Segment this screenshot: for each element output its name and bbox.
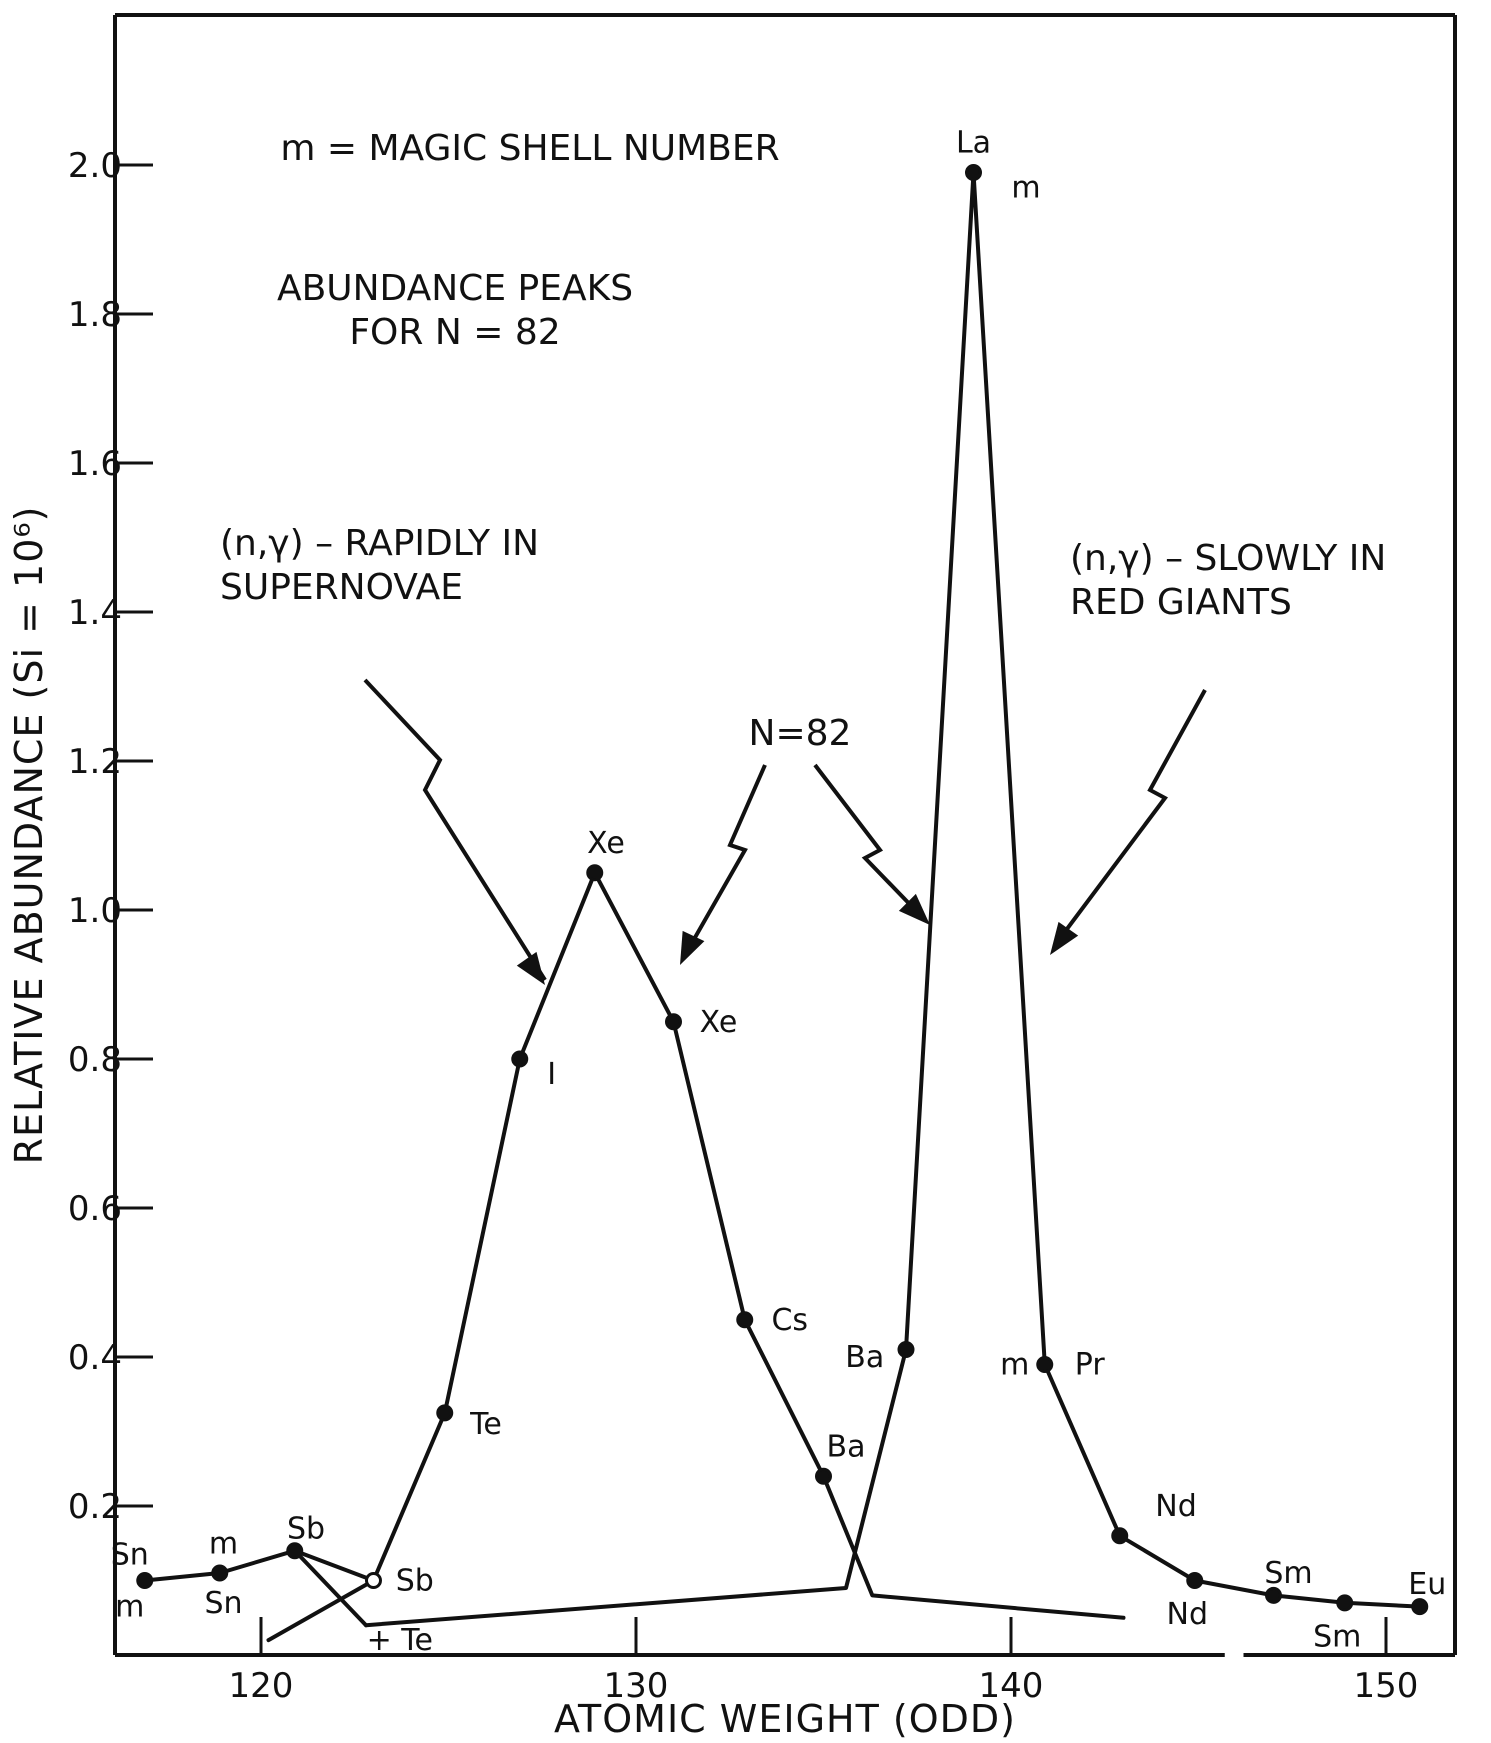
annotation-arrow-1 <box>363 678 547 982</box>
y-tick-label: 0.2 <box>68 1487 122 1527</box>
x-axis-title: ATOMIC WEIGHT (ODD) <box>554 1697 1016 1741</box>
point-label: Sb <box>396 1564 434 1599</box>
annotation-text: ABUNDANCE PEAKS <box>277 268 633 309</box>
series-line-4 <box>364 170 1422 1628</box>
data-point <box>897 1341 915 1359</box>
point-label: Sn <box>204 1586 242 1621</box>
y-axis-title: RELATIVE ABUNDANCE (Si = 10⁶) <box>7 506 51 1165</box>
annotation-arrowhead <box>516 951 545 985</box>
data-point <box>365 1572 382 1589</box>
point-label: + Te <box>367 1623 433 1658</box>
point-label: Eu <box>1408 1567 1446 1602</box>
data-point <box>1186 1572 1204 1589</box>
point-label: Sm <box>1264 1556 1312 1591</box>
y-tick-label: 1.0 <box>68 891 122 931</box>
data-series <box>136 163 1429 1643</box>
series-line-1 <box>142 870 1126 1620</box>
data-point <box>436 1404 454 1422</box>
data-point <box>1411 1598 1429 1616</box>
series-line-2 <box>266 1578 376 1643</box>
point-label: Sb <box>287 1511 325 1546</box>
x-tick-label: 140 <box>979 1666 1044 1706</box>
data-point <box>286 1542 304 1560</box>
annotation-arrowhead <box>1050 921 1079 955</box>
y-tick-label: 1.4 <box>68 593 122 633</box>
point-label: La <box>956 126 991 161</box>
annotation-arrowhead <box>680 930 705 965</box>
annotation-arrowhead <box>898 893 930 925</box>
y-tick-label: 1.2 <box>68 742 122 782</box>
point-label: Xe <box>587 826 625 861</box>
plot-frame <box>113 13 1457 1657</box>
y-tick-label: 0.4 <box>68 1338 122 1378</box>
data-point <box>736 1311 754 1329</box>
y-tick-label: 0.8 <box>68 1040 122 1080</box>
point-label: I <box>547 1057 556 1092</box>
point-label: Ba <box>845 1340 884 1375</box>
x-tick-label: 130 <box>604 1666 669 1706</box>
x-tick-label: 120 <box>229 1666 294 1706</box>
point-label: m <box>1011 170 1040 205</box>
x-tick-label: 150 <box>1354 1666 1419 1706</box>
annotation-text: RED GIANTS <box>1070 582 1292 623</box>
data-point <box>965 163 982 181</box>
y-tick-label: 0.6 <box>68 1189 122 1229</box>
annotation-text: (n,γ) – RAPIDLY IN <box>220 523 539 564</box>
data-point <box>136 1572 154 1589</box>
data-point <box>815 1467 832 1485</box>
point-label: Nd <box>1155 1489 1196 1524</box>
axes: 0.2 0.4 0.6 0.8 1.0 1.2 1.4 1.6 1.8 2.0 120 130 140 1… <box>7 146 1418 1741</box>
data-point <box>1265 1586 1282 1604</box>
point-label: Nd <box>1167 1597 1208 1632</box>
data-point <box>1336 1594 1354 1612</box>
point-label: m <box>1000 1347 1029 1382</box>
y-tick-label: 2.0 <box>68 146 122 186</box>
annotation-text: SUPERNOVAE <box>220 567 463 608</box>
annotation-text: FOR N = 82 <box>349 312 560 353</box>
annotation-arrows <box>363 678 1207 985</box>
point-label: m <box>115 1590 144 1625</box>
annotation-text: m = MAGIC SHELL NUMBER <box>280 128 779 169</box>
series-line-3 <box>292 1548 368 1628</box>
annotation-text: (n,γ) – SLOWLY IN <box>1070 538 1386 579</box>
data-point <box>665 1013 682 1031</box>
annotation-arrow-4 <box>1053 689 1207 947</box>
point-label: Sm <box>1313 1619 1361 1654</box>
data-point <box>586 864 604 882</box>
data-point <box>1111 1527 1129 1545</box>
point-label: Xe <box>700 1005 738 1040</box>
point-label: Sn <box>111 1537 149 1572</box>
point-label: m <box>209 1526 238 1561</box>
annotation-text: N=82 <box>749 713 852 754</box>
y-tick-label: 1.8 <box>68 295 122 335</box>
point-label: Pr <box>1075 1347 1106 1382</box>
data-point <box>1036 1355 1054 1373</box>
y-tick-label: 1.6 <box>68 444 122 484</box>
point-label: Te <box>469 1407 502 1442</box>
annotations: m = MAGIC SHELL NUMBER ABUNDANCE PEAKSFOR… <box>220 128 1386 754</box>
data-point <box>511 1050 529 1068</box>
annotation-arrow-3 <box>813 763 927 922</box>
annotation-arrow-2 <box>683 764 767 956</box>
data-point <box>211 1564 229 1582</box>
point-label: Cs <box>771 1303 808 1338</box>
point-label: Ba <box>827 1429 866 1464</box>
